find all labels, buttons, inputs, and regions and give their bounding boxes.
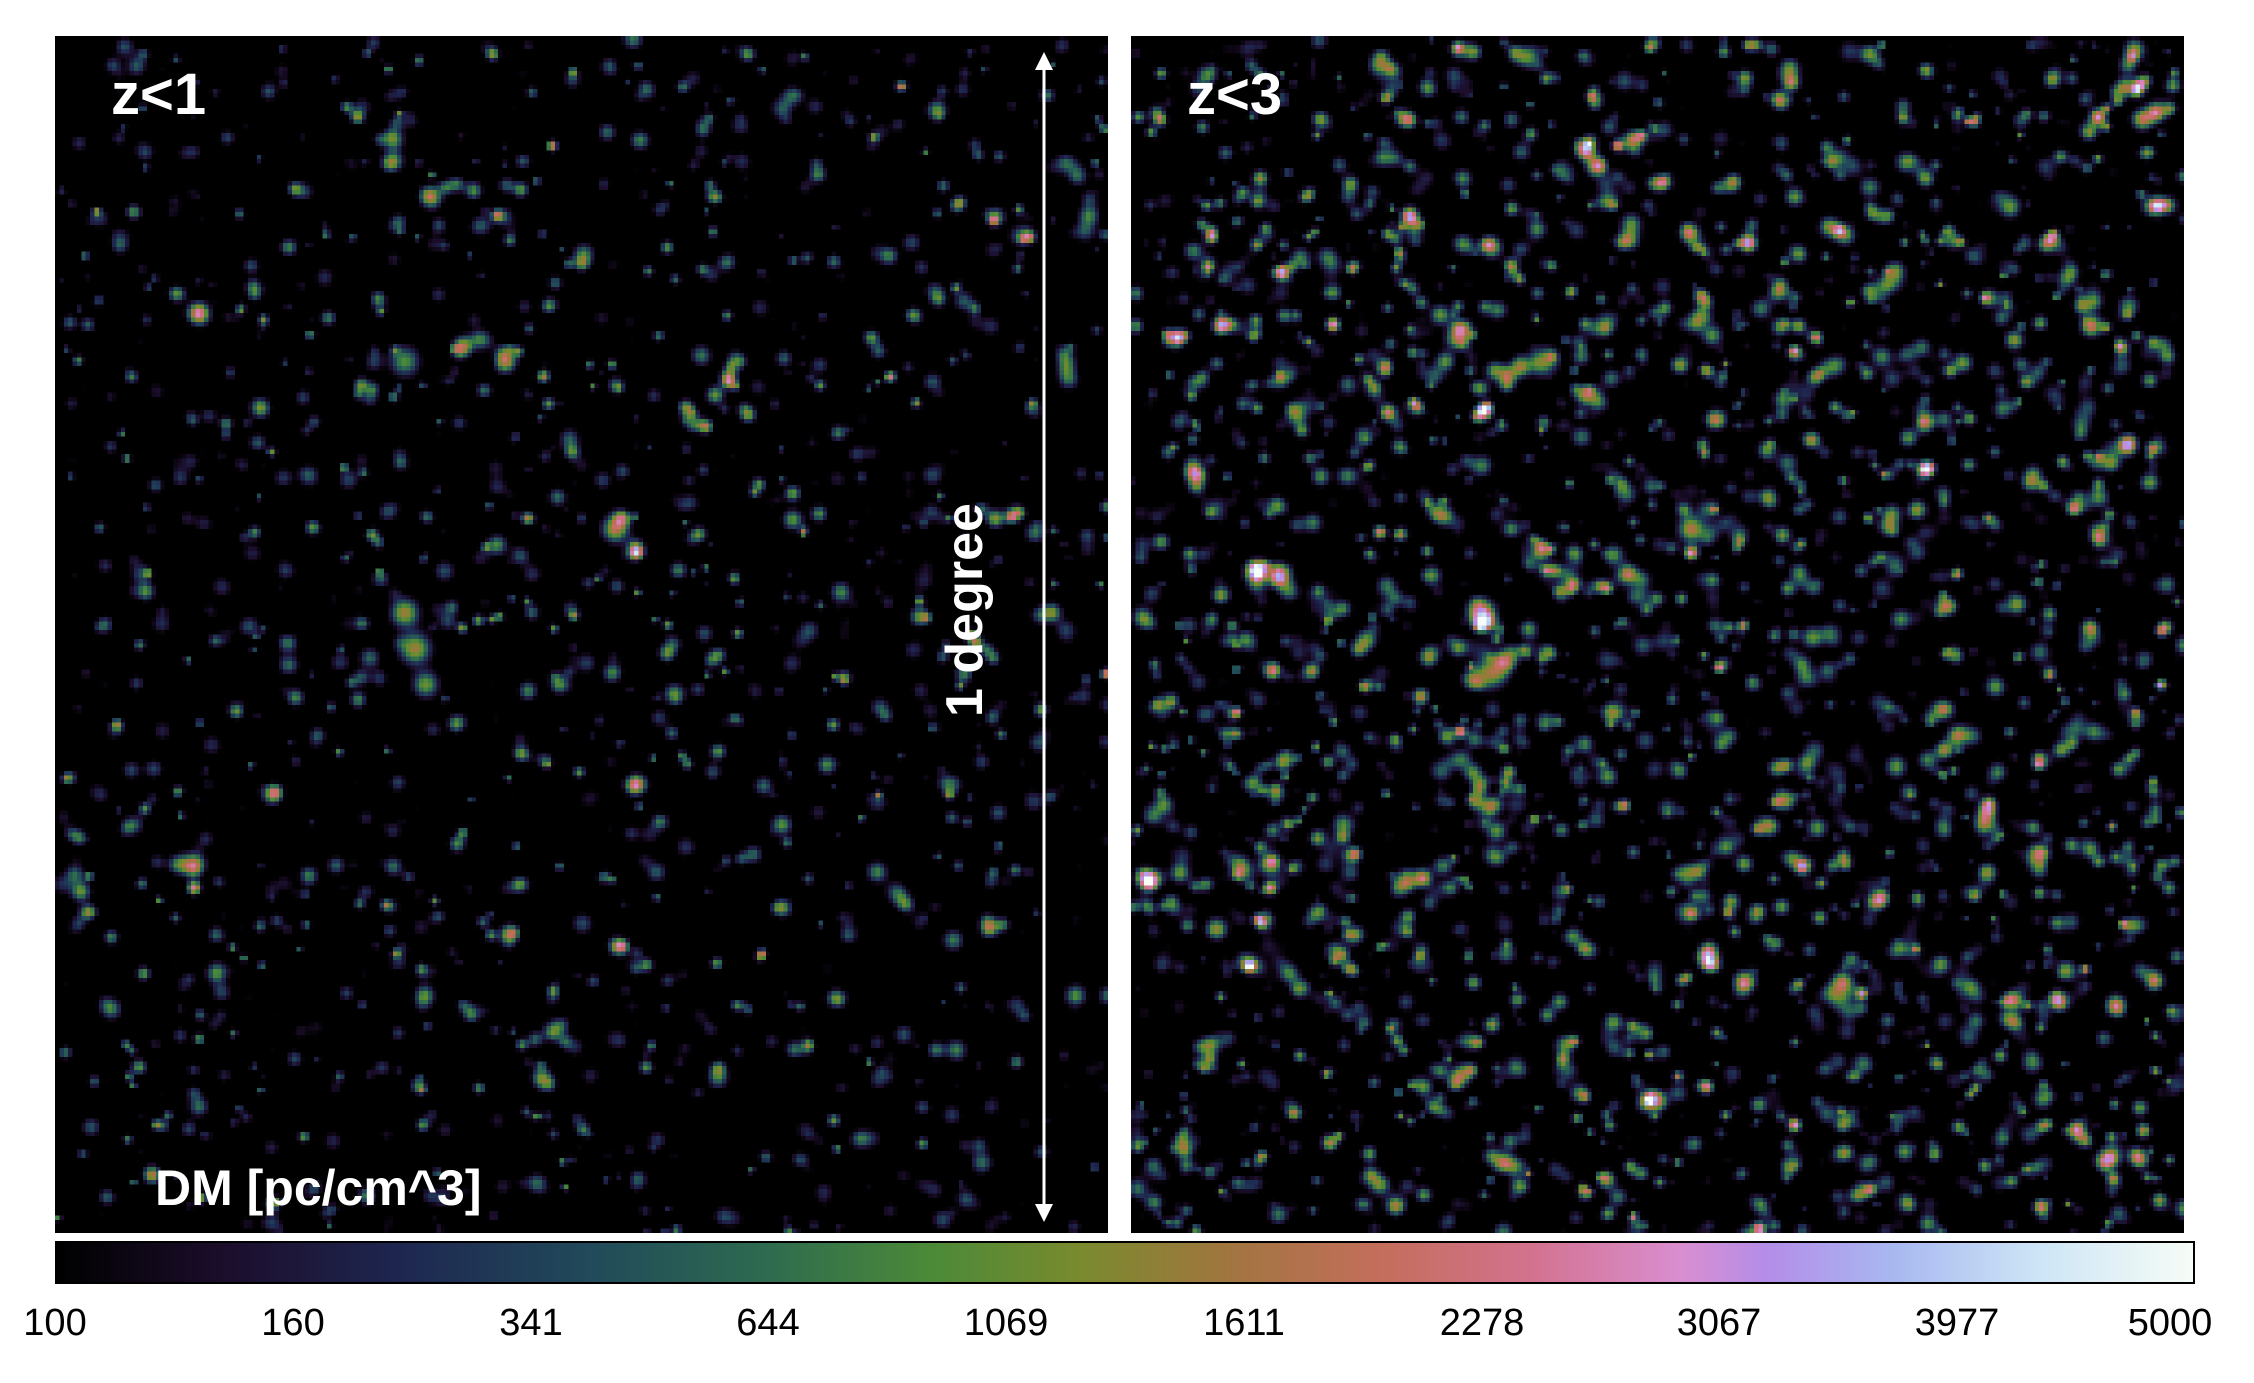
dm-map-image-right [1131,36,2184,1233]
colorbar [55,1241,2195,1284]
colorbar-tick: 644 [736,1302,800,1344]
colorbar-tick: 2278 [1439,1302,1525,1344]
colorbar-tick: 5000 [2127,1302,2213,1344]
colorbar-tick: 1611 [1203,1302,1285,1344]
scale-bar-arrow [1024,52,1064,1222]
scale-bar-label: 1 degree [936,503,994,717]
colorbar-title: DM [pc/cm^3] [155,1160,482,1216]
colorbar-tick: 160 [261,1302,325,1344]
colorbar-tick: 341 [499,1302,563,1344]
panel-label-left: z<1 [111,62,207,127]
colorbar-tick: 1069 [963,1302,1049,1344]
dm-map-image-left [55,36,1108,1233]
colorbar-tick: 3067 [1676,1302,1762,1344]
dm-map-z-less-3: z<3 [1131,36,2184,1233]
dm-map-z-less-1: z<1 DM [pc/cm^3] [55,36,1108,1233]
colorbar-tick: 100 [23,1302,87,1344]
panel-label-right: z<3 [1187,62,1283,127]
colorbar-tick: 3977 [1914,1302,2000,1344]
